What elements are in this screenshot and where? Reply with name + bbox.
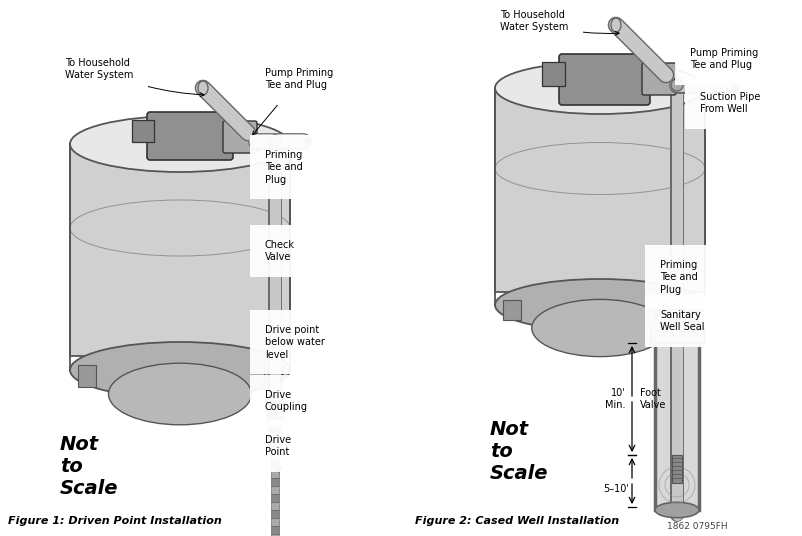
Text: Priming
Tee and
Plug: Priming Tee and Plug xyxy=(659,260,697,318)
Bar xyxy=(270,486,278,494)
Circle shape xyxy=(269,135,281,147)
Ellipse shape xyxy=(265,396,285,404)
Ellipse shape xyxy=(531,300,667,356)
Bar xyxy=(78,365,96,387)
Text: Drive point
below water
level: Drive point below water level xyxy=(265,325,325,382)
Bar xyxy=(502,300,520,320)
Text: Pump Priming
Tee and Plug: Pump Priming Tee and Plug xyxy=(252,68,333,135)
Ellipse shape xyxy=(70,342,290,398)
Bar xyxy=(270,526,278,534)
Ellipse shape xyxy=(108,363,251,425)
Bar xyxy=(270,510,278,518)
Text: To Household
Water System: To Household Water System xyxy=(65,58,204,96)
Ellipse shape xyxy=(198,81,208,95)
Bar xyxy=(270,446,278,454)
Bar xyxy=(649,327,703,343)
FancyBboxPatch shape xyxy=(642,63,675,95)
Text: Sanitary
Well Seal: Sanitary Well Seal xyxy=(659,310,703,332)
Bar xyxy=(541,62,565,86)
Text: Pump Priming
Tee and Plug: Pump Priming Tee and Plug xyxy=(674,48,757,80)
Text: Suction Pipe
From Well: Suction Pipe From Well xyxy=(699,89,759,114)
Bar xyxy=(678,300,696,320)
Ellipse shape xyxy=(649,322,703,332)
FancyBboxPatch shape xyxy=(558,54,649,105)
Text: Figure 1: Driven Point Installation: Figure 1: Driven Point Installation xyxy=(8,516,221,526)
Bar xyxy=(494,88,704,292)
Ellipse shape xyxy=(654,309,698,325)
FancyBboxPatch shape xyxy=(147,112,233,160)
Text: Drive
Coupling: Drive Coupling xyxy=(265,390,308,412)
Text: 1862 0795FH: 1862 0795FH xyxy=(666,522,727,531)
Bar xyxy=(270,518,278,526)
Bar xyxy=(270,454,278,462)
Bar xyxy=(270,478,278,486)
Bar xyxy=(270,438,278,446)
Bar xyxy=(270,462,278,470)
Ellipse shape xyxy=(654,502,698,518)
Ellipse shape xyxy=(494,279,704,331)
Text: To Household
Water System: To Household Water System xyxy=(500,10,618,35)
Bar xyxy=(270,502,278,510)
Text: Drive
Point: Drive Point xyxy=(265,435,291,472)
Bar xyxy=(270,422,278,430)
Bar xyxy=(270,494,278,502)
Text: Foot
Valve: Foot Valve xyxy=(639,388,666,410)
Text: Not
to
Scale: Not to Scale xyxy=(60,435,119,498)
Text: Not
to
Scale: Not to Scale xyxy=(489,420,548,483)
Text: 5–10': 5–10' xyxy=(602,484,628,494)
Bar xyxy=(132,120,154,142)
Bar xyxy=(671,455,681,483)
Bar xyxy=(654,317,698,510)
Bar xyxy=(270,534,278,536)
Text: Priming
Tee and
Plug: Priming Tee and Plug xyxy=(265,150,302,185)
Text: Figure 2: Cased Well Installation: Figure 2: Cased Well Installation xyxy=(415,516,618,526)
Bar xyxy=(270,430,278,438)
Circle shape xyxy=(670,79,683,91)
Bar xyxy=(267,400,282,422)
Ellipse shape xyxy=(70,116,290,172)
Text: Check
Valve: Check Valve xyxy=(265,240,294,263)
FancyBboxPatch shape xyxy=(223,121,257,153)
Bar xyxy=(70,144,290,356)
Text: 10'
Min.: 10' Min. xyxy=(605,388,626,410)
Bar xyxy=(270,470,278,478)
Bar xyxy=(264,365,282,387)
Ellipse shape xyxy=(610,18,620,32)
Ellipse shape xyxy=(494,62,704,114)
